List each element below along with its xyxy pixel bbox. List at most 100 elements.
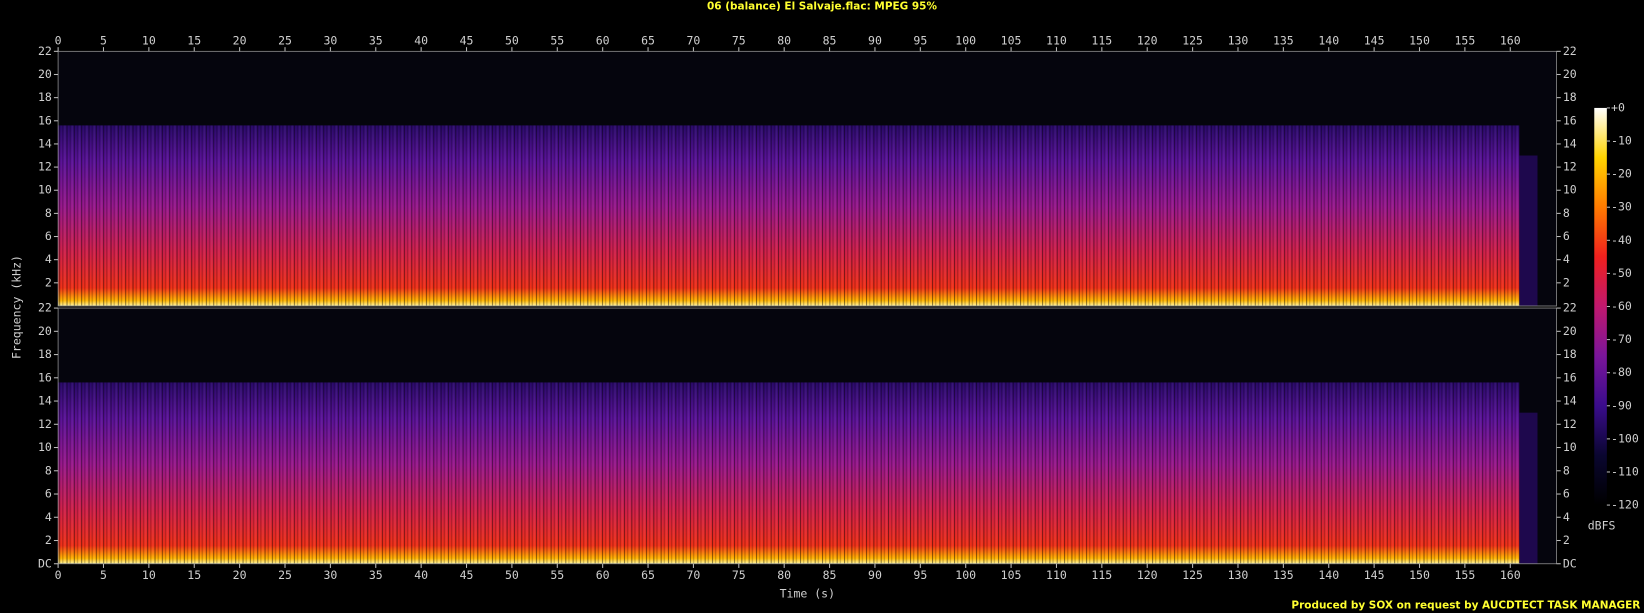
y-tick-label: 20 bbox=[38, 324, 52, 338]
texture bbox=[58, 125, 1520, 306]
x-tick-label: 55 bbox=[550, 33, 564, 47]
x-tick-label: 130 bbox=[1228, 33, 1249, 47]
y-tick-label: 4 bbox=[45, 510, 52, 524]
x-tick-label: 70 bbox=[686, 33, 700, 47]
x-tick-label: 65 bbox=[641, 568, 655, 582]
x-tick-label: 125 bbox=[1182, 33, 1203, 47]
y-tick-label: 12 bbox=[38, 160, 52, 174]
y-tick-label: 12 bbox=[1563, 160, 1577, 174]
x-tick-label: 15 bbox=[187, 568, 201, 582]
x-tick-label: 135 bbox=[1273, 33, 1294, 47]
y-tick-label: 12 bbox=[1563, 417, 1577, 431]
x-tick-label: 105 bbox=[1001, 568, 1022, 582]
x-tick-label: 45 bbox=[460, 568, 474, 582]
texture bbox=[58, 382, 1520, 564]
x-tick-label: 75 bbox=[732, 33, 746, 47]
y-tick-label: 20 bbox=[38, 67, 52, 81]
y-tick-label: 6 bbox=[45, 487, 52, 501]
x-tick-label: 90 bbox=[868, 33, 882, 47]
x-tick-label: 0 bbox=[55, 33, 62, 47]
y-tick-label: 4 bbox=[45, 252, 52, 266]
y-tick-label: 18 bbox=[1563, 90, 1577, 104]
y-tick-label: 16 bbox=[38, 370, 52, 384]
y-tick-label: DC bbox=[38, 556, 52, 570]
x-tick-label: 110 bbox=[1046, 568, 1067, 582]
x-tick-label: 150 bbox=[1409, 33, 1430, 47]
x-tick-label: 85 bbox=[823, 568, 837, 582]
x-tick-label: 115 bbox=[1091, 33, 1112, 47]
x-tick-label: 30 bbox=[323, 568, 337, 582]
y-tick-label: 18 bbox=[1563, 347, 1577, 361]
x-tick-label: 130 bbox=[1228, 568, 1249, 582]
y-tick-label: 20 bbox=[1563, 324, 1577, 338]
x-tick-label: 45 bbox=[460, 33, 474, 47]
x-axis-label: Time (s) bbox=[780, 587, 835, 601]
fade-out bbox=[1519, 155, 1538, 306]
colorbar-tick-label: -80 bbox=[1611, 365, 1632, 379]
x-tick-label: 50 bbox=[505, 568, 519, 582]
x-tick-label: 80 bbox=[777, 33, 791, 47]
x-tick-label: 95 bbox=[913, 33, 927, 47]
x-tick-label: 5 bbox=[100, 33, 107, 47]
colorbar-tick-label: -20 bbox=[1611, 167, 1632, 181]
colorbar-tick-label: -100 bbox=[1611, 431, 1639, 445]
colorbar-tick-label: -10 bbox=[1611, 134, 1632, 148]
y-tick-label: 8 bbox=[45, 206, 52, 220]
y-tick-label: 4 bbox=[1563, 510, 1570, 524]
colorbar-tick-label: -110 bbox=[1611, 464, 1639, 478]
x-tick-label: 110 bbox=[1046, 33, 1067, 47]
x-tick-label: 30 bbox=[323, 33, 337, 47]
x-tick-label: 25 bbox=[278, 568, 292, 582]
y-tick-label: 14 bbox=[1563, 394, 1577, 408]
x-tick-label: 20 bbox=[233, 33, 247, 47]
colorbar-tick-label: -50 bbox=[1611, 266, 1632, 280]
x-tick-label: 70 bbox=[686, 568, 700, 582]
x-tick-label: 60 bbox=[596, 33, 610, 47]
x-tick-label: 65 bbox=[641, 33, 655, 47]
x-tick-label: 5 bbox=[100, 568, 107, 582]
x-tick-label: 160 bbox=[1500, 33, 1521, 47]
y-axis-label: Frequency (kHz) bbox=[10, 255, 24, 359]
x-tick-label: 145 bbox=[1364, 568, 1385, 582]
y-tick-label: 2 bbox=[45, 533, 52, 547]
colorbar-tick-label: -120 bbox=[1611, 498, 1639, 512]
x-tick-label: 40 bbox=[414, 568, 428, 582]
y-tick-label: DC bbox=[1563, 556, 1577, 570]
y-tick-label: 2 bbox=[1563, 275, 1570, 289]
x-tick-label: 55 bbox=[550, 568, 564, 582]
x-tick-label: 120 bbox=[1137, 568, 1158, 582]
x-tick-label: 10 bbox=[142, 33, 156, 47]
x-tick-label: 120 bbox=[1137, 33, 1158, 47]
y-tick-label: 16 bbox=[1563, 370, 1577, 384]
y-tick-label: 18 bbox=[38, 90, 52, 104]
y-tick-label: 6 bbox=[45, 229, 52, 243]
x-tick-label: 50 bbox=[505, 33, 519, 47]
x-tick-label: 75 bbox=[732, 568, 746, 582]
x-tick-label: 100 bbox=[955, 568, 976, 582]
plot-frame bbox=[57, 307, 1557, 565]
y-tick-label: 2 bbox=[1563, 533, 1570, 547]
y-tick-label: 14 bbox=[38, 394, 52, 408]
x-tick-label: 60 bbox=[596, 568, 610, 582]
colorbar-tick-label: -60 bbox=[1611, 299, 1632, 313]
y-tick-label: 16 bbox=[1563, 113, 1577, 127]
y-tick-label: 20 bbox=[1563, 67, 1577, 81]
x-tick-label: 95 bbox=[913, 568, 927, 582]
chart-title: 06 (balance) El Salvaje.flac: MPEG 95% bbox=[707, 0, 937, 12]
x-tick-label: 15 bbox=[187, 33, 201, 47]
y-tick-label: 6 bbox=[1563, 229, 1570, 243]
y-tick-label: 10 bbox=[1563, 183, 1577, 197]
y-tick-label: 8 bbox=[1563, 206, 1570, 220]
x-tick-label: 145 bbox=[1364, 33, 1385, 47]
y-tick-label: 8 bbox=[45, 463, 52, 477]
x-tick-label: 0 bbox=[55, 568, 62, 582]
x-tick-label: 25 bbox=[278, 33, 292, 47]
x-tick-label: 10 bbox=[142, 568, 156, 582]
y-tick-label: 8 bbox=[1563, 463, 1570, 477]
x-tick-label: 160 bbox=[1500, 568, 1521, 582]
x-tick-label: 125 bbox=[1182, 568, 1203, 582]
x-tick-label: 135 bbox=[1273, 568, 1294, 582]
x-tick-label: 105 bbox=[1001, 33, 1022, 47]
